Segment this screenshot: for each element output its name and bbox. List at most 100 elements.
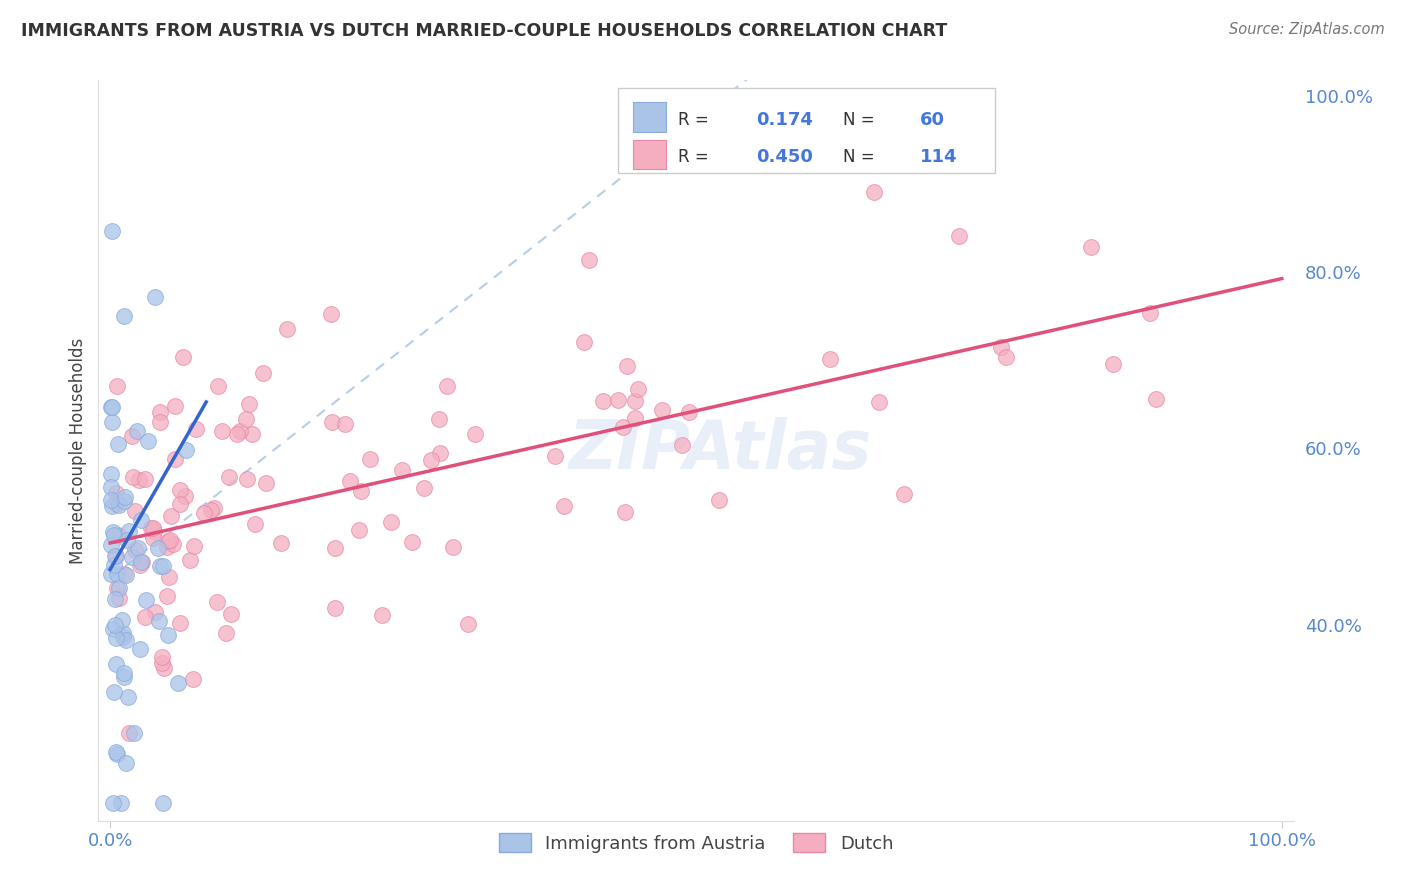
Point (148, 614, 170, 628)
Point (553, 499, 575, 513)
Point (225, 427, 247, 442)
Point (627, 382, 650, 396)
Point (413, 481, 436, 495)
Point (124, 542, 146, 557)
Point (134, 610, 156, 624)
Point (156, 627, 179, 641)
Point (142, 521, 165, 535)
Point (995, 350, 1018, 364)
Point (181, 672, 204, 686)
Point (107, 436, 129, 450)
Point (122, 726, 145, 740)
Text: 114: 114 (920, 148, 957, 167)
Point (321, 415, 343, 429)
Point (105, 497, 128, 511)
Point (121, 429, 143, 443)
Point (149, 558, 172, 573)
Point (136, 434, 159, 448)
Point (174, 443, 197, 458)
Point (592, 394, 614, 409)
Point (121, 549, 143, 564)
Point (202, 501, 225, 516)
Point (100, 567, 122, 582)
Point (238, 397, 260, 411)
Point (205, 595, 228, 609)
Point (142, 531, 165, 545)
Point (391, 463, 413, 477)
Point (612, 420, 634, 434)
Point (948, 229, 970, 244)
Point (128, 474, 150, 488)
Text: 0.174: 0.174 (756, 111, 813, 129)
Point (863, 185, 886, 199)
Point (103, 685, 125, 699)
Point (103, 796, 125, 810)
Point (1144, 392, 1167, 407)
Point (112, 494, 135, 508)
Point (115, 567, 138, 582)
Point (110, 613, 132, 627)
Point (169, 497, 191, 511)
Point (104, 631, 127, 645)
Point (572, 334, 595, 349)
Point (135, 592, 157, 607)
Point (186, 422, 208, 436)
Point (616, 359, 638, 373)
Point (240, 427, 263, 442)
Point (118, 725, 141, 739)
Point (347, 523, 370, 537)
Text: ZIPAtlas: ZIPAtlas (568, 417, 872, 483)
Point (117, 690, 139, 705)
Point (678, 405, 700, 419)
Point (990, 340, 1012, 354)
Point (707, 492, 730, 507)
Point (111, 630, 134, 644)
Point (156, 589, 179, 603)
Point (1080, 240, 1102, 254)
Point (139, 521, 162, 535)
Point (624, 393, 647, 408)
Point (166, 675, 188, 690)
Point (869, 395, 891, 409)
Point (100, 400, 122, 414)
Point (651, 403, 673, 417)
Point (143, 290, 166, 304)
Point (169, 615, 191, 630)
Text: N =: N = (844, 148, 880, 167)
Point (427, 411, 450, 425)
Point (173, 489, 195, 503)
Point (100, 224, 122, 238)
Point (121, 470, 143, 484)
Point (624, 411, 647, 425)
Point (818, 351, 841, 366)
Point (124, 504, 146, 518)
Bar (633, 103, 666, 132)
Y-axis label: Married-couple Households: Married-couple Households (69, 337, 87, 564)
Point (578, 252, 600, 267)
Point (149, 405, 172, 419)
Text: 60.0%: 60.0% (1305, 442, 1361, 459)
Point (156, 533, 179, 548)
Point (371, 607, 394, 622)
Point (252, 367, 274, 381)
Point (236, 472, 259, 486)
Point (165, 400, 187, 414)
Point (323, 601, 346, 615)
Point (165, 452, 187, 467)
Point (148, 541, 170, 555)
Point (104, 549, 127, 563)
Point (1102, 357, 1125, 371)
Point (200, 503, 222, 517)
Point (105, 657, 128, 672)
Point (111, 626, 134, 640)
Point (129, 558, 152, 572)
Point (110, 796, 132, 810)
Point (179, 553, 201, 567)
Point (339, 475, 361, 489)
Text: R =: R = (678, 148, 714, 167)
Point (211, 425, 233, 439)
Point (380, 516, 402, 530)
Point (105, 746, 128, 760)
Point (215, 625, 238, 640)
Point (105, 582, 128, 596)
